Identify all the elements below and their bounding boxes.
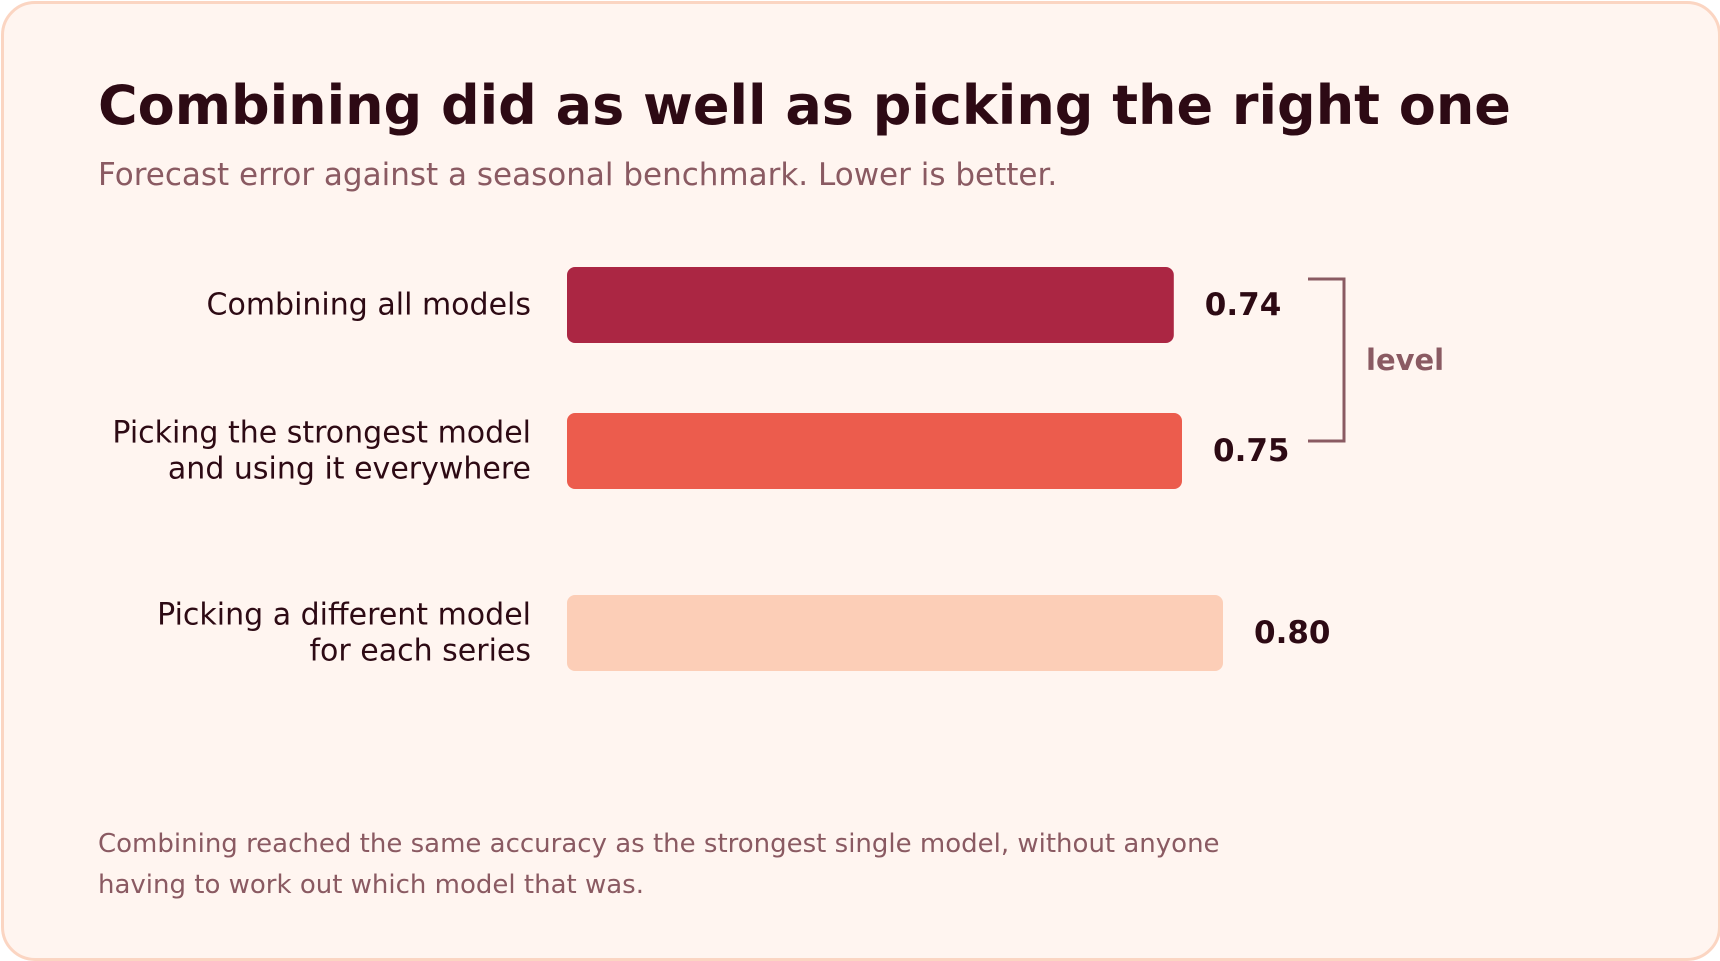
value-label-1: 0.74 xyxy=(1205,287,1282,323)
bracket-label: level xyxy=(1366,343,1444,377)
category-label-3-line-1: Picking a different model xyxy=(157,598,531,633)
value-label-2: 0.75 xyxy=(1213,433,1290,469)
chart-footnote: Combining reached the same accuracy as t… xyxy=(98,829,1220,900)
category-label-2-line-2: and using it everywhere xyxy=(168,452,531,487)
chart-subtitle: Forecast error against a seasonal benchm… xyxy=(98,157,1058,193)
category-label-3-line-2: for each series xyxy=(309,634,531,669)
category-label-1: Combining all models xyxy=(207,288,531,323)
bracket-line xyxy=(1308,277,1346,443)
chart-title: Combining did as well as picking the rig… xyxy=(98,74,1511,137)
bar-chart: Combining all models 0.74 Picking the stro… xyxy=(112,267,1444,671)
category-label-2-line-1: Picking the strongest model xyxy=(112,416,531,451)
bar-2 xyxy=(567,413,1182,489)
value-label-3: 0.80 xyxy=(1254,615,1331,651)
bar-3 xyxy=(567,595,1223,671)
bar-1 xyxy=(567,267,1174,343)
